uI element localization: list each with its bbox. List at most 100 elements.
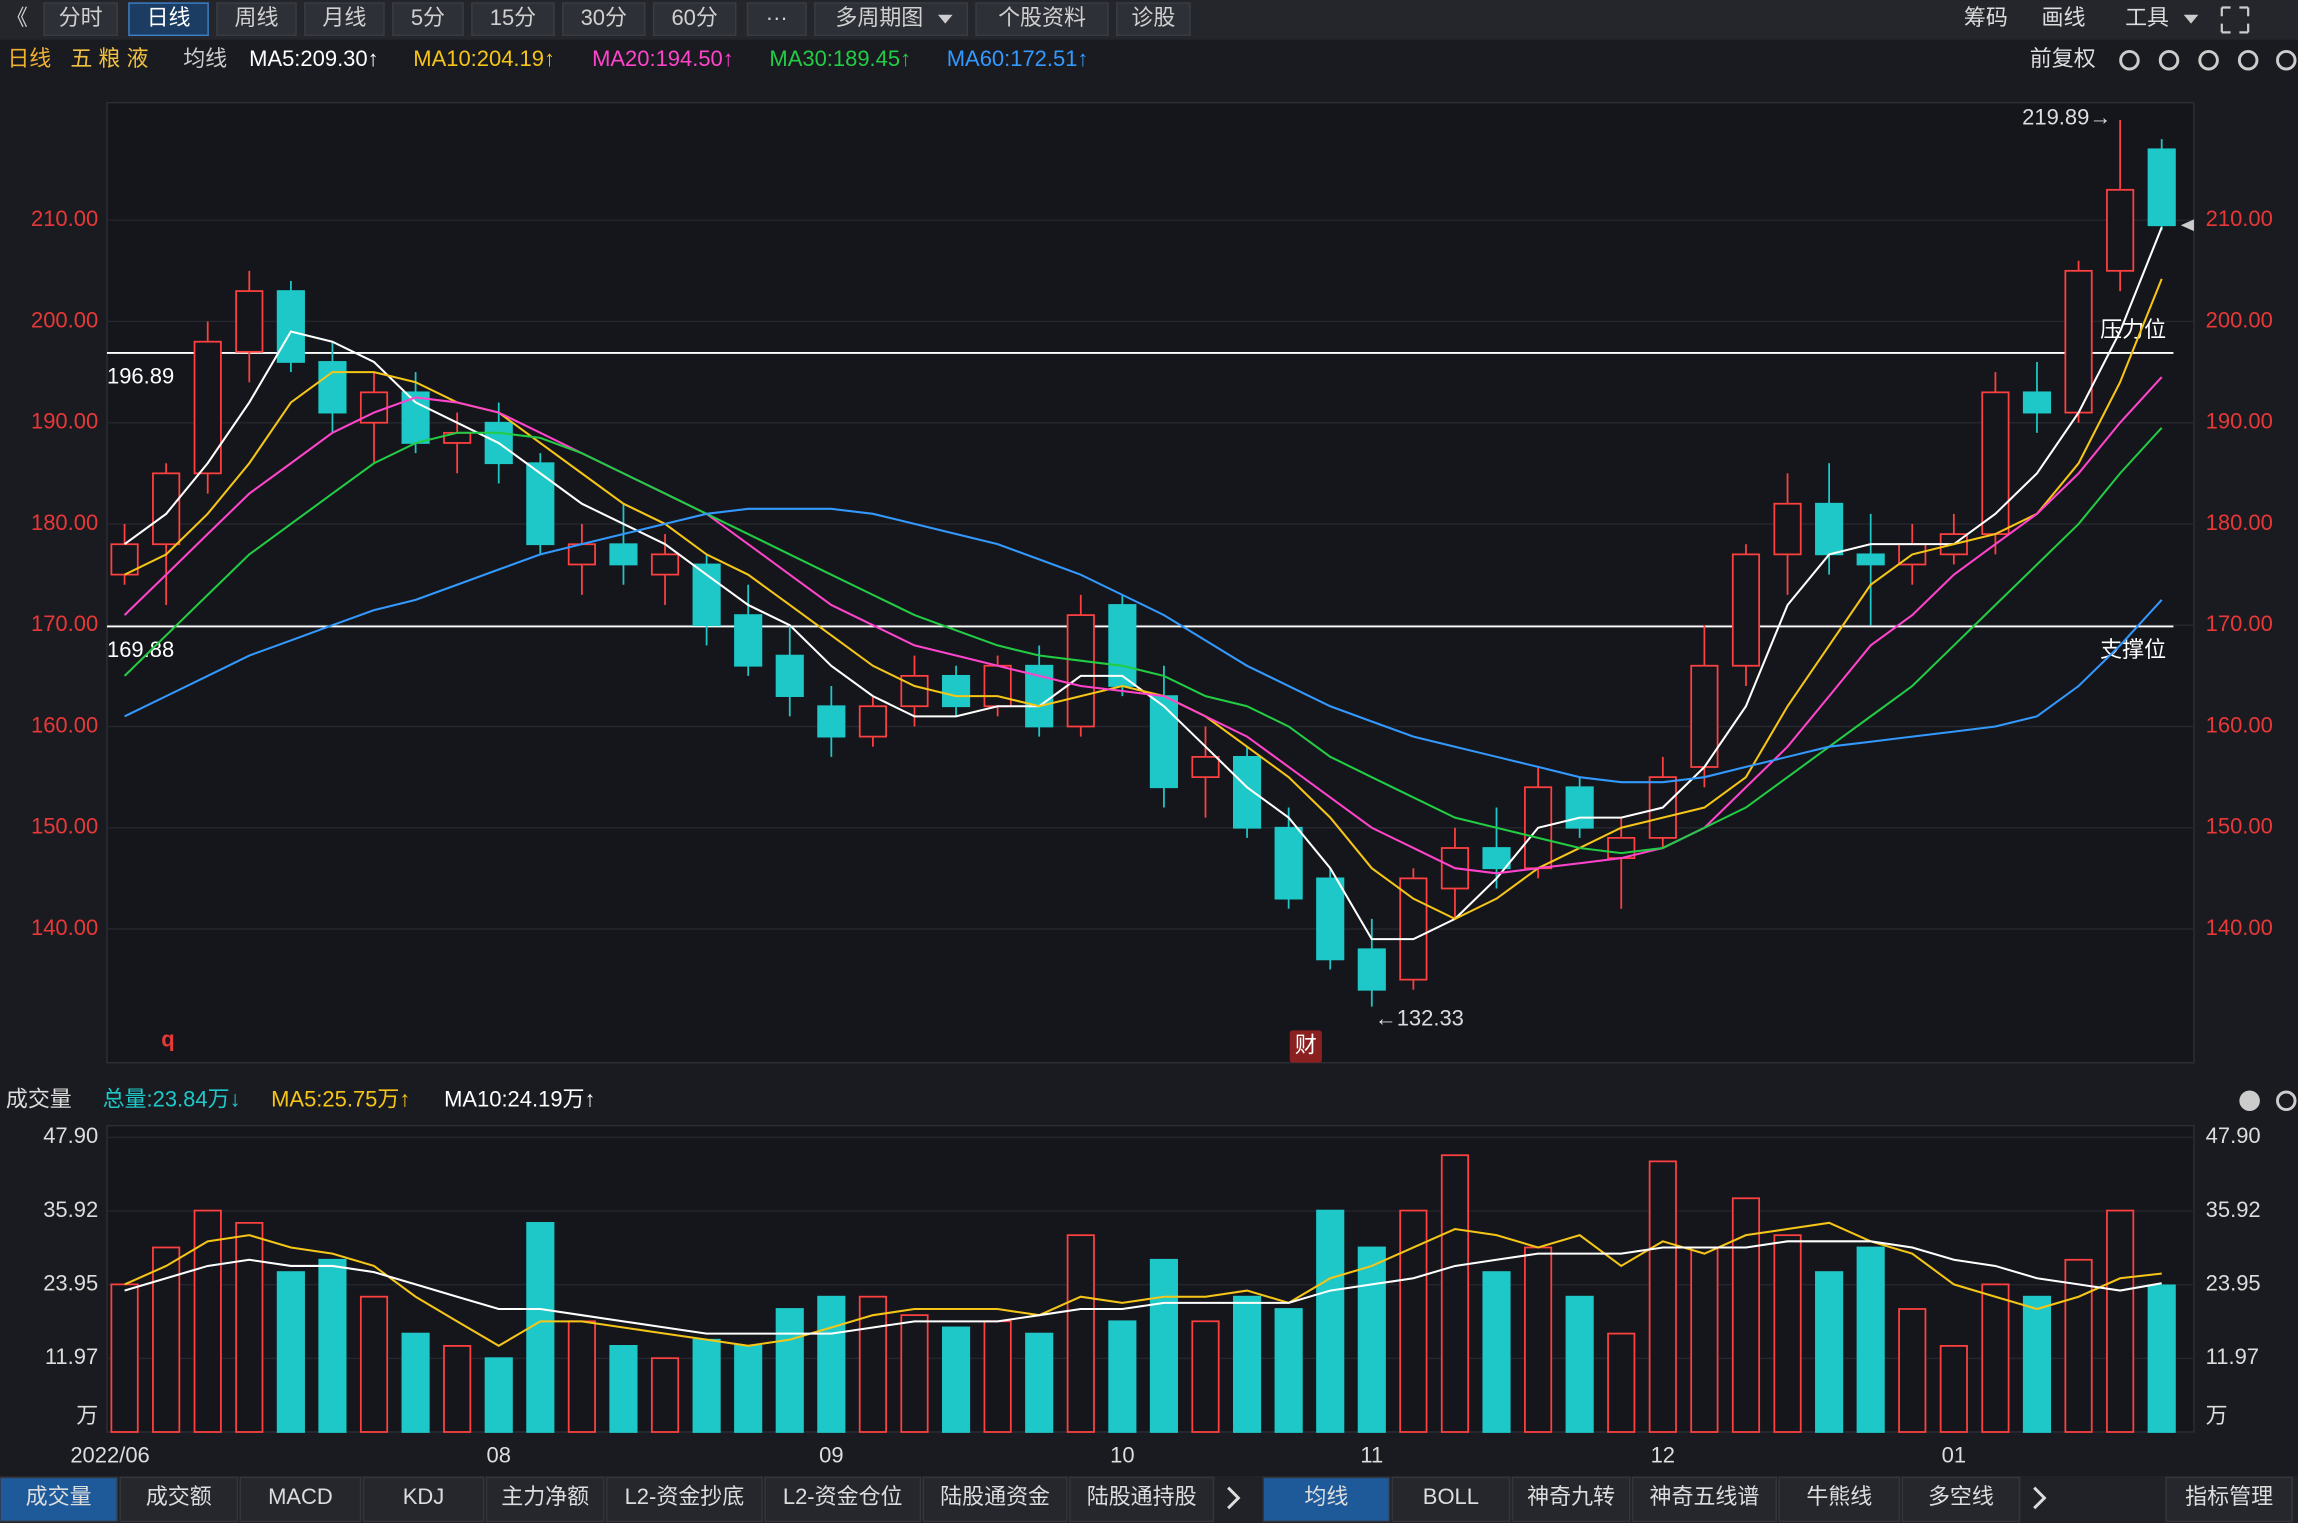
indicator-tab[interactable] — [0, 1476, 118, 1523]
indicator-tab[interactable] — [1391, 1476, 1511, 1523]
indicator-tab-label[interactable]: 神奇五线谱 — [1650, 1484, 1760, 1509]
toolbar-label[interactable]: 周线 — [234, 5, 278, 30]
toolbar-button[interactable] — [471, 2, 555, 37]
toolbar-label[interactable]: 60分 — [671, 5, 717, 30]
period: 日线 — [7, 46, 51, 71]
toolbar-label[interactable]: 分时 — [59, 5, 103, 30]
toolbar-label[interactable]: 日线 — [147, 5, 191, 30]
y-tick-label-right: 170.00 — [2206, 611, 2273, 636]
more-arrow[interactable] — [1227, 1486, 1241, 1510]
level-tag: 支撑位 — [2100, 637, 2166, 662]
toolbar-label[interactable]: 5分 — [411, 5, 445, 30]
toolbar-label[interactable]: 30分 — [581, 5, 627, 30]
back-button[interactable]: 《 — [6, 5, 28, 30]
close-icon[interactable] — [2239, 1090, 2260, 1112]
indicator-tab[interactable] — [239, 1476, 362, 1523]
indicator-tab[interactable] — [1631, 1476, 1777, 1523]
toolbar-button[interactable] — [746, 2, 807, 37]
candle-body — [1233, 755, 1262, 829]
toolbar-label[interactable]: 15分 — [490, 5, 536, 30]
vol-tick-label: 万 — [76, 1403, 98, 1428]
volume-bar — [1149, 1258, 1178, 1433]
volume-bar — [2147, 1284, 2176, 1433]
indicator-tab-label[interactable]: 牛熊线 — [1806, 1484, 1872, 1509]
toolbar-button[interactable] — [1116, 2, 1191, 37]
indicator-tab[interactable] — [119, 1476, 239, 1523]
candle-body — [235, 290, 264, 353]
toolbar-right[interactable]: 画线 — [2042, 5, 2086, 30]
indicator-tab-label[interactable]: MACD — [268, 1484, 333, 1509]
indicator-tab-label[interactable]: 陆股通持股 — [1087, 1484, 1197, 1509]
toolbar-label[interactable]: 月线 — [322, 5, 366, 30]
volume-bar — [1025, 1332, 1054, 1433]
manage-label[interactable]: 指标管理 — [2185, 1484, 2273, 1509]
fullscreen-icon[interactable] — [2220, 6, 2250, 34]
volume-bar — [1274, 1308, 1303, 1433]
level-label: 169.88 — [107, 637, 174, 662]
indicator-tab[interactable] — [1901, 1476, 2021, 1523]
volume-bar — [235, 1221, 264, 1433]
indicator-tab[interactable] — [764, 1476, 922, 1523]
toolbar-label[interactable]: 多周期图 — [835, 5, 923, 30]
indicator-tab[interactable] — [1069, 1476, 1215, 1523]
toolbar-button[interactable] — [652, 2, 737, 37]
more-arrow[interactable] — [2033, 1486, 2047, 1510]
header-icon[interactable] — [2237, 49, 2259, 71]
y-tick-label: 150.00 — [31, 814, 98, 839]
volume-bar — [1399, 1209, 1428, 1433]
toolbar-button[interactable] — [562, 2, 646, 37]
toolbar-button[interactable] — [392, 2, 464, 37]
indicator-tab-label[interactable]: 均线 — [1304, 1484, 1348, 1509]
indicator-tab-label[interactable]: 多空线 — [1928, 1484, 1994, 1509]
indicator-tab-label[interactable]: KDJ — [403, 1484, 445, 1509]
indicator-tab[interactable] — [1778, 1476, 1901, 1523]
volume-bar — [526, 1221, 555, 1433]
header-icon[interactable] — [2198, 49, 2219, 71]
header-icon[interactable] — [2276, 49, 2297, 71]
volume-bar — [1233, 1295, 1262, 1433]
indicator-tab[interactable] — [485, 1476, 605, 1523]
indicator-tab[interactable] — [1511, 1476, 1631, 1523]
toolbar-button[interactable] — [216, 2, 297, 37]
toolbar-label[interactable]: ··· — [766, 5, 788, 30]
header-icon[interactable] — [2158, 49, 2180, 71]
toolbar-label[interactable]: 诊股 — [1131, 5, 1175, 30]
toolbar-right[interactable]: 筹码 — [1964, 5, 2008, 30]
toolbar-button[interactable] — [128, 2, 209, 37]
toolbar-label[interactable]: 个股资料 — [998, 5, 1086, 30]
candle-body — [1981, 391, 2010, 535]
indicator-tab-label[interactable]: BOLL — [1423, 1484, 1479, 1509]
indicator-tab[interactable] — [362, 1476, 485, 1523]
high-label: 219.89→ — [2022, 104, 2111, 129]
vol-tick-label: 23.95 — [43, 1270, 98, 1295]
indicator-tab[interactable] — [606, 1476, 763, 1523]
indicator-tab-label[interactable]: 主力净额 — [501, 1484, 589, 1509]
indicator-tab-label[interactable]: 成交额 — [146, 1484, 212, 1509]
header-icon[interactable] — [2119, 49, 2140, 71]
toolbar-button[interactable] — [975, 2, 1109, 37]
indicator-tab-label[interactable]: 成交量 — [26, 1484, 92, 1509]
toolbar-button[interactable] — [304, 2, 385, 37]
volume-bar — [1898, 1308, 1927, 1433]
indicator-tab-label[interactable]: 神奇九转 — [1527, 1484, 1615, 1509]
legend-entry: MA10:204.19↑ — [413, 46, 555, 71]
settings-icon[interactable] — [2276, 1090, 2297, 1112]
manage-button[interactable] — [2165, 1476, 2293, 1523]
indicator-tab-label[interactable]: L2-资金抄底 — [625, 1484, 745, 1509]
candle-body — [609, 543, 638, 566]
toolbar-right[interactable]: 工具 — [2125, 5, 2169, 30]
candle-body — [1149, 695, 1178, 789]
ma-line — [123, 427, 2163, 855]
indicator-tab-label[interactable]: L2-资金仓位 — [783, 1484, 903, 1509]
indicator-tab-label[interactable]: 陆股通资金 — [940, 1484, 1050, 1509]
adjust[interactable]: 前复权 — [2030, 46, 2096, 71]
toolbar-button[interactable] — [43, 2, 118, 37]
vol-tick-label-right: 万 — [2206, 1403, 2228, 1428]
indicator-tab[interactable] — [922, 1476, 1068, 1523]
ma-label: 均线 — [183, 46, 227, 71]
volume-bar — [650, 1357, 680, 1433]
ma-line — [123, 376, 2163, 875]
volume-bar — [2022, 1295, 2052, 1433]
indicator-tab[interactable] — [1262, 1476, 1391, 1523]
